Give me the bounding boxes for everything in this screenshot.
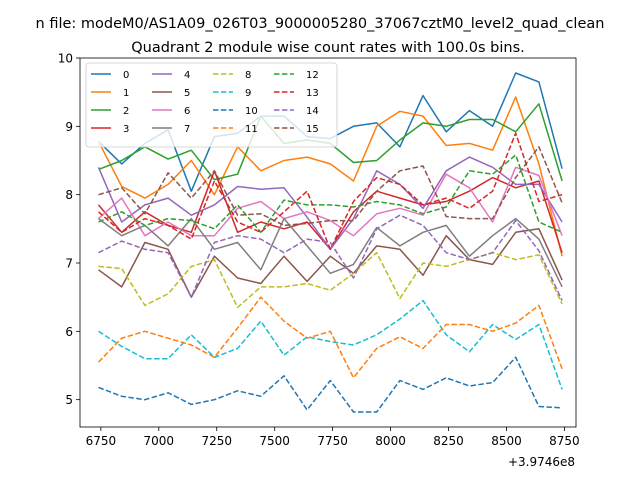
legend-label-14: 14 [306,106,319,117]
legend-label-4: 4 [184,70,190,81]
y-tick-label: 7 [65,257,73,271]
legend-label-2: 2 [123,106,129,117]
series-lines [97,72,563,413]
x-offset-label: +3.9746e8 [508,455,575,469]
legend-label-5: 5 [184,88,190,99]
legend-label-1: 1 [123,88,129,99]
series-line-7 [98,217,563,288]
series-line-5 [98,228,563,298]
legend-box [85,62,338,148]
legend-label-12: 12 [306,70,319,81]
series-line-9 [98,299,563,390]
y-tick-label: 8 [65,188,73,202]
x-tick-label: 8750 [549,434,580,448]
y-tick-label: 9 [65,120,73,134]
legend-label-11: 11 [245,124,258,135]
x-tick-label: 7500 [259,434,290,448]
legend-label-15: 15 [306,124,319,135]
y-tick-label: 6 [65,325,73,339]
x-tick-label: 7750 [317,434,348,448]
legend-label-3: 3 [123,124,129,135]
legend-label-8: 8 [245,70,251,81]
x-tick-label: 7250 [201,434,232,448]
legend-label-9: 9 [245,88,251,99]
y-tick-label: 5 [65,393,73,407]
legend-label-10: 10 [245,106,258,117]
series-line-15 [98,146,563,227]
series-line-3 [97,170,563,253]
chart-title: Quadrant 2 module wise count rates with … [131,40,525,56]
x-tick-label: 8500 [491,434,522,448]
x-tick-label: 6750 [86,434,117,448]
series-line-14 [98,214,563,301]
legend-label-6: 6 [184,106,190,117]
series-line-8 [98,251,563,309]
y-tick-label: 10 [58,52,73,66]
figure-suptitle: n file: modeM0/AS1A09_026T03_9000005280_… [36,16,605,32]
series-line-11 [97,296,563,379]
x-tick-label: 7000 [144,434,175,448]
x-tick-label: 8250 [433,434,464,448]
x-tick-label: 8000 [375,434,406,448]
legend-label-7: 7 [184,124,190,135]
plot-area: 6750 7000 7250 7500 7750 8000 8250 8500 87505678… [58,52,580,449]
legend-label-0: 0 [123,70,129,81]
series-line-12 [98,154,563,234]
legend-label-13: 13 [306,88,319,99]
series-line-1 [97,96,563,257]
series-line-10 [98,356,563,413]
series-line-13 [98,132,563,251]
axes-frame [79,57,577,428]
series-line-6 [98,166,563,237]
